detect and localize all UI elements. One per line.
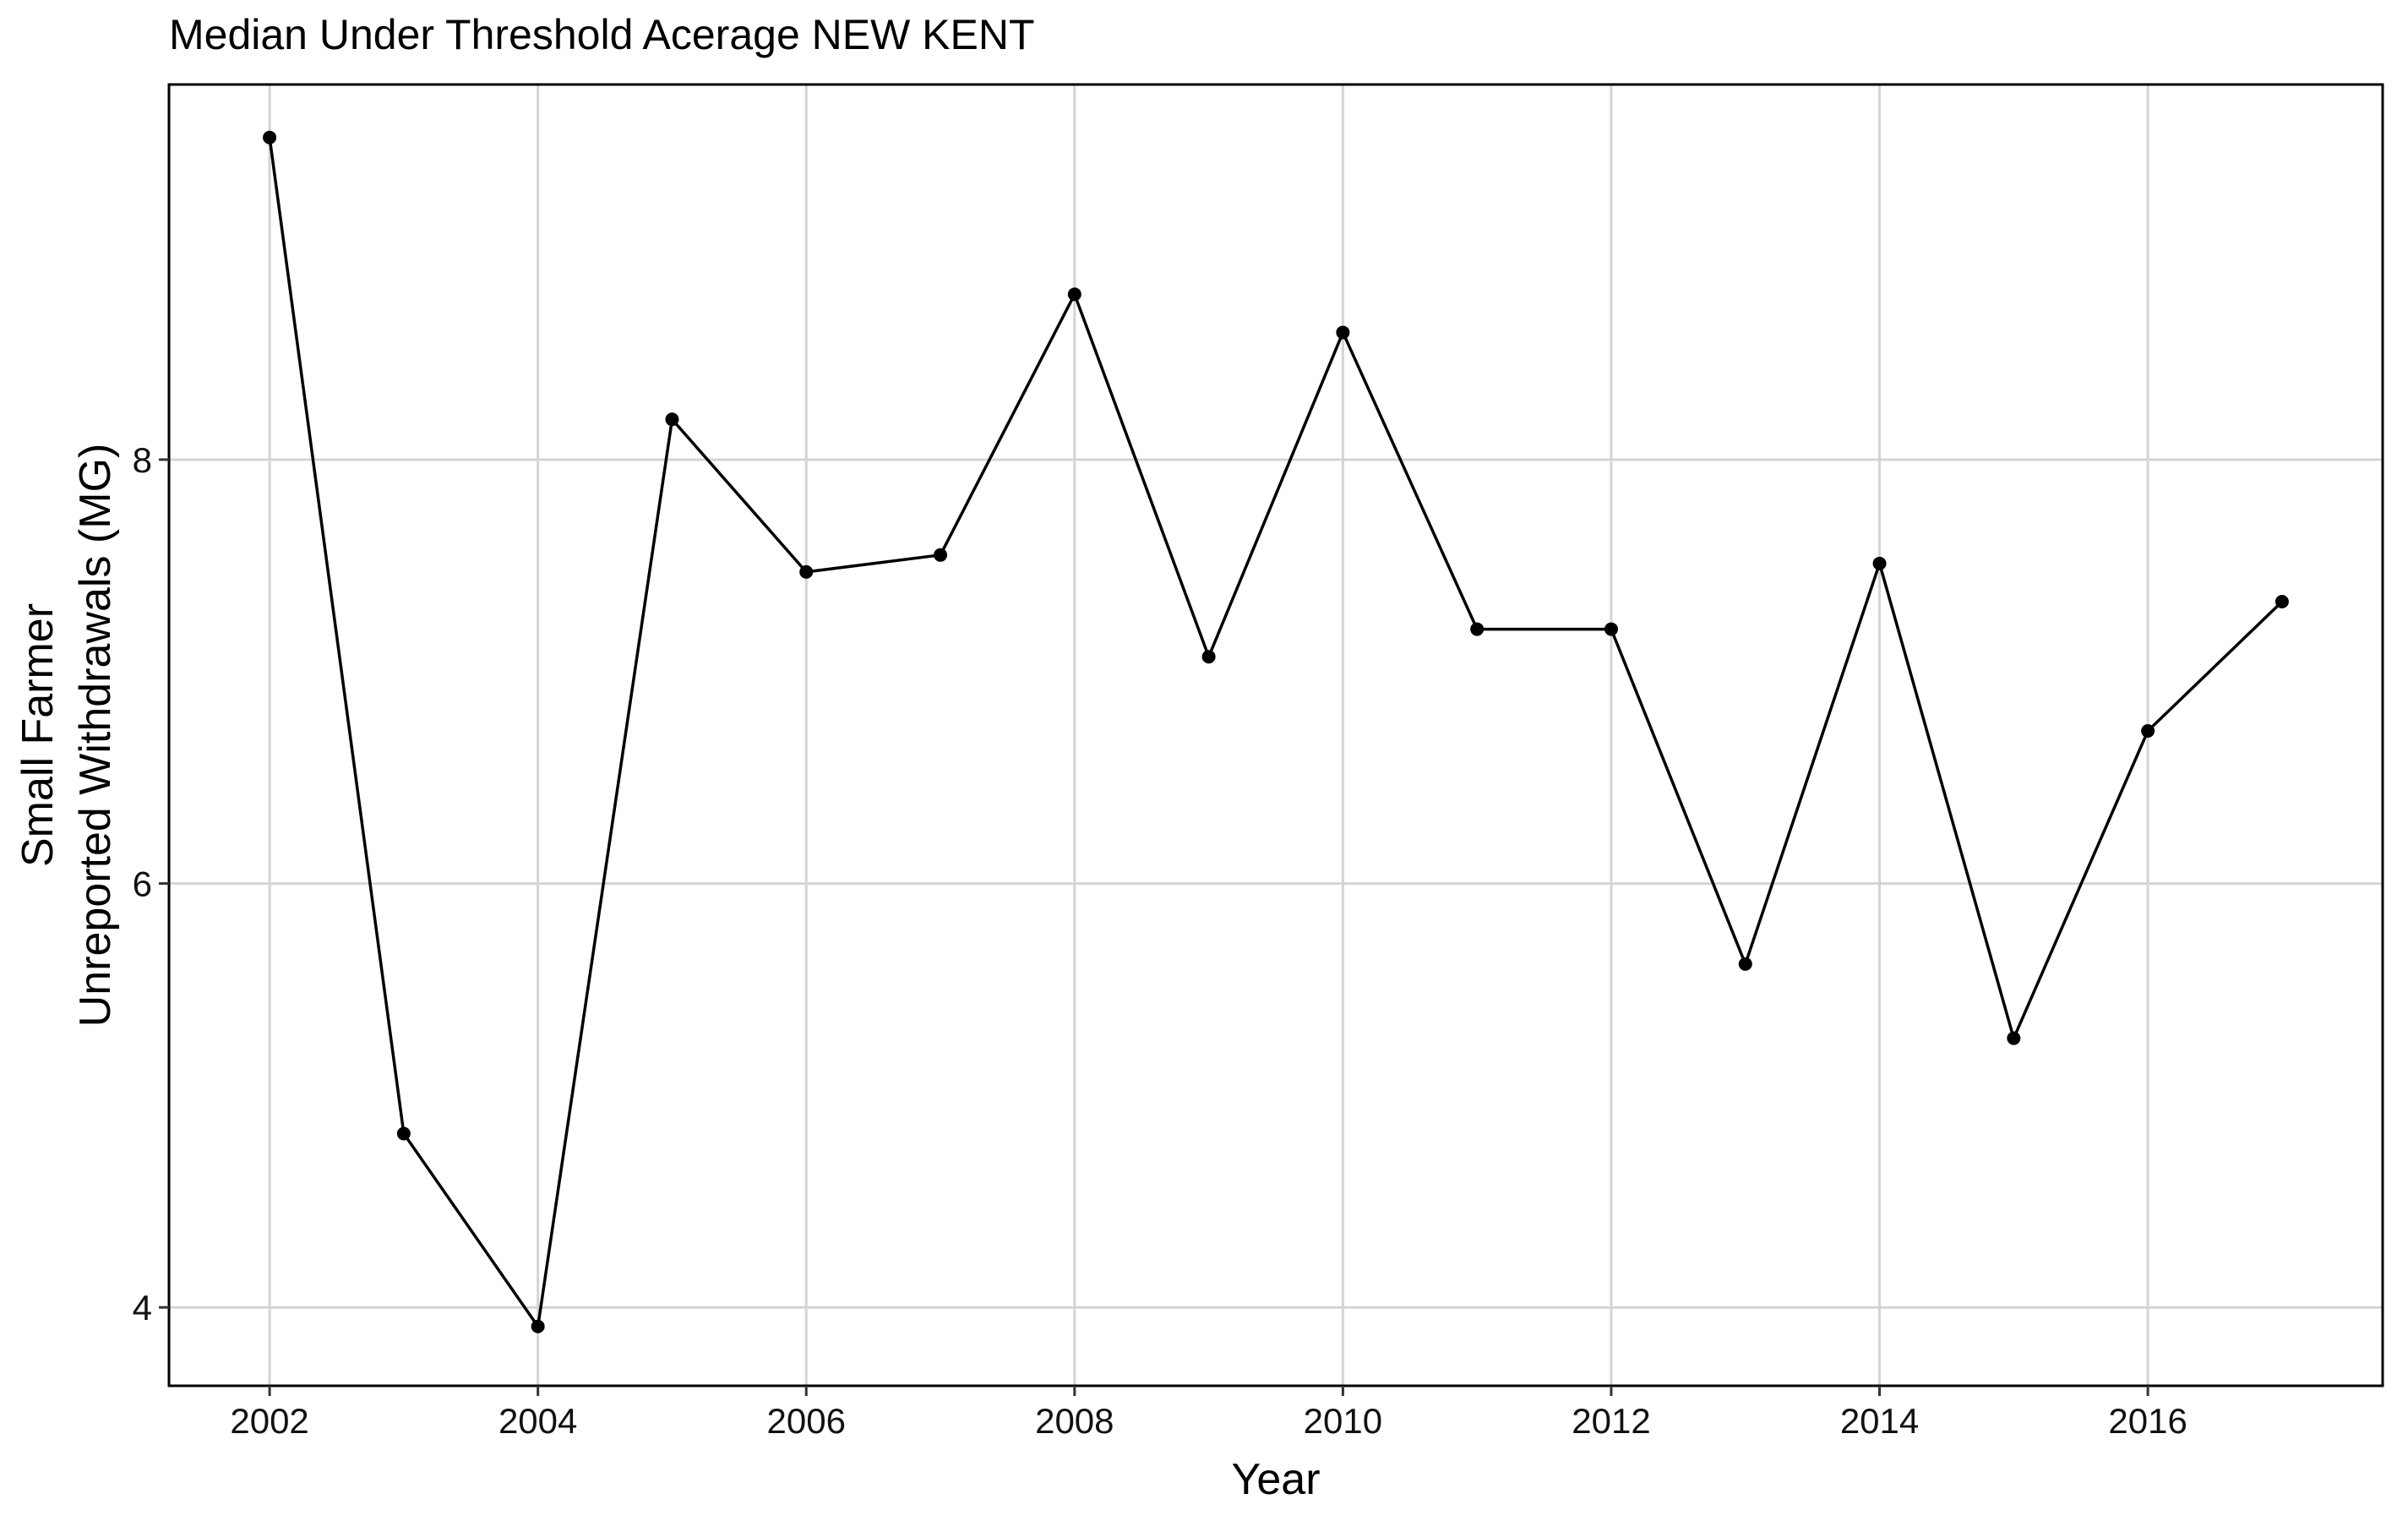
data-point-13 [2007, 1031, 2021, 1045]
series-line-0 [268, 137, 2284, 1328]
data-point-9 [1470, 622, 1485, 636]
data-point-5 [934, 548, 948, 562]
y-axis-title-line-1: Unreported Withdrawals (MG) [71, 444, 120, 1028]
x-tick-label-4: 2010 [1304, 1401, 1382, 1441]
x-tick-label-0: 2002 [230, 1401, 308, 1441]
x-axis-title: Year [1231, 1455, 1320, 1504]
data-point-2 [531, 1319, 545, 1333]
data-point-8 [1336, 325, 1350, 340]
axis-ticks [159, 458, 2149, 1396]
x-tick-label-1: 2004 [498, 1401, 577, 1441]
chart-title: Median Under Threshold Acerage NEW KENT [169, 11, 1035, 58]
y-tick-label-1: 6 [133, 864, 152, 904]
data-point-11 [1738, 957, 1752, 971]
y-tick-label-2: 8 [133, 440, 152, 480]
series-layer [263, 130, 2289, 1333]
x-tick-label-3: 2008 [1035, 1401, 1114, 1441]
data-point-15 [2275, 594, 2289, 608]
x-tick-label-5: 2012 [1572, 1401, 1650, 1441]
tick-labels: 2002 2004 2006 2008 2010 2012 2014 2016 4 6 8 [133, 440, 2187, 1441]
data-point-10 [1604, 622, 1618, 636]
x-tick-label-6: 2014 [1840, 1401, 1919, 1441]
y-axis-title-line-0: Small Farmer [14, 603, 63, 867]
x-tick-label-7: 2016 [2108, 1401, 2187, 1441]
data-point-3 [665, 412, 679, 427]
data-point-1 [396, 1126, 411, 1141]
grid-lines [169, 84, 2383, 1386]
y-tick-label-0: 4 [133, 1288, 152, 1327]
data-point-14 [2141, 723, 2155, 738]
x-tick-label-2: 2006 [767, 1401, 846, 1441]
data-point-6 [1067, 287, 1081, 302]
y-axis-title: Small Farmer Unreported Withdrawals (MG) [14, 444, 120, 1028]
data-point-4 [799, 564, 814, 579]
data-point-7 [1201, 650, 1216, 664]
data-point-0 [263, 130, 277, 144]
data-point-12 [1872, 556, 1887, 570]
axis-titles: Year Small Farmer Unreported Withdrawals … [14, 444, 1321, 1504]
plot-panel-border [167, 83, 2384, 1387]
